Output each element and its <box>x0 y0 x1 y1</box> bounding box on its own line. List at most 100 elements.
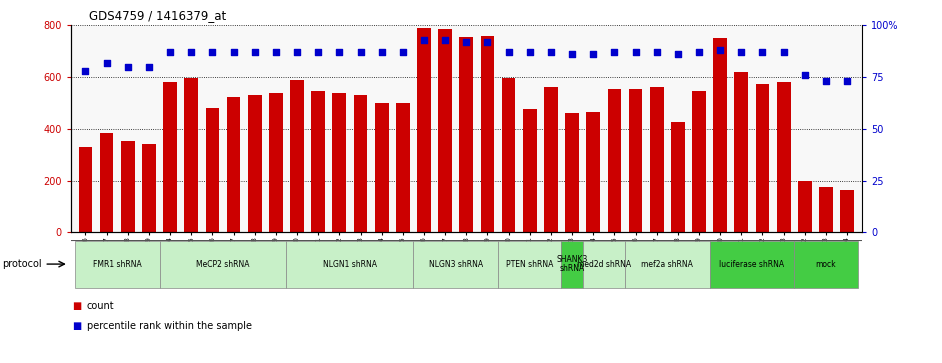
Point <box>332 49 347 55</box>
Bar <box>100 133 113 232</box>
Text: count: count <box>87 301 114 311</box>
Bar <box>353 95 367 232</box>
Point <box>353 49 368 55</box>
Bar <box>375 103 388 232</box>
Text: mef2a shRNA: mef2a shRNA <box>642 260 693 269</box>
Text: FMR1 shRNA: FMR1 shRNA <box>93 260 141 269</box>
Bar <box>248 95 262 232</box>
Point <box>311 49 326 55</box>
Bar <box>625 241 709 287</box>
Bar <box>794 241 858 287</box>
Point <box>734 49 749 55</box>
Text: PTEN shRNA: PTEN shRNA <box>506 260 554 269</box>
Bar <box>163 82 177 232</box>
Point <box>459 39 474 45</box>
Point <box>776 49 791 55</box>
Point <box>141 64 156 70</box>
Bar <box>840 189 854 232</box>
Text: MeCP2 shRNA: MeCP2 shRNA <box>196 260 250 269</box>
Bar <box>159 241 286 287</box>
Point <box>713 47 728 53</box>
Bar <box>185 78 198 232</box>
Bar <box>820 187 833 232</box>
Bar <box>205 108 219 232</box>
Bar <box>460 37 473 232</box>
Bar <box>583 241 625 287</box>
Bar <box>671 122 685 232</box>
Point <box>247 49 262 55</box>
Bar <box>142 144 155 232</box>
Text: SHANK3
shRNA: SHANK3 shRNA <box>557 255 588 273</box>
Bar <box>480 36 495 232</box>
Bar <box>713 38 727 232</box>
Point <box>564 52 579 57</box>
Point <box>607 49 622 55</box>
Point <box>671 52 686 57</box>
Bar <box>396 103 410 232</box>
Text: NLGN3 shRNA: NLGN3 shRNA <box>429 260 482 269</box>
Point <box>438 37 453 43</box>
Bar <box>414 241 498 287</box>
Point <box>544 49 559 55</box>
Point <box>396 49 411 55</box>
Text: GDS4759 / 1416379_at: GDS4759 / 1416379_at <box>89 9 227 22</box>
Bar <box>650 87 663 232</box>
Point <box>586 52 601 57</box>
Point <box>121 64 136 70</box>
Bar <box>227 97 240 232</box>
Bar <box>333 93 347 232</box>
Bar <box>586 112 600 232</box>
Point <box>78 68 93 74</box>
Point <box>416 37 431 43</box>
Point <box>649 49 664 55</box>
Point <box>289 49 304 55</box>
Point <box>204 49 219 55</box>
Point <box>184 49 199 55</box>
Bar <box>311 91 325 232</box>
Point <box>501 49 516 55</box>
Bar <box>777 82 790 232</box>
Bar <box>286 241 414 287</box>
Bar <box>502 78 515 232</box>
Bar <box>417 28 430 232</box>
Text: med2d shRNA: med2d shRNA <box>577 260 631 269</box>
Text: ■: ■ <box>73 321 82 331</box>
Bar <box>608 89 622 232</box>
Point <box>479 39 495 45</box>
Bar <box>735 72 748 232</box>
Bar <box>121 140 135 232</box>
Point <box>628 49 643 55</box>
Bar <box>78 147 92 232</box>
Bar <box>269 93 283 232</box>
Point <box>99 60 114 66</box>
Text: luciferase shRNA: luciferase shRNA <box>720 260 785 269</box>
Point <box>374 49 389 55</box>
Bar <box>290 80 304 232</box>
Text: ■: ■ <box>73 301 82 311</box>
Bar <box>709 241 794 287</box>
Point <box>522 49 537 55</box>
Bar <box>798 180 812 232</box>
Bar <box>755 83 770 232</box>
Point <box>691 49 706 55</box>
Point <box>163 49 178 55</box>
Bar <box>74 241 159 287</box>
Bar <box>438 29 452 232</box>
Bar <box>561 241 583 287</box>
Bar <box>544 87 558 232</box>
Bar <box>628 89 642 232</box>
Text: mock: mock <box>816 260 836 269</box>
Point <box>797 72 812 78</box>
Point <box>839 78 854 84</box>
Point <box>268 49 284 55</box>
Point <box>755 49 770 55</box>
Text: NLGN1 shRNA: NLGN1 shRNA <box>323 260 377 269</box>
Bar <box>498 241 561 287</box>
Text: percentile rank within the sample: percentile rank within the sample <box>87 321 252 331</box>
Point <box>226 49 241 55</box>
Bar <box>523 110 537 232</box>
Point <box>819 78 834 84</box>
Text: protocol: protocol <box>2 259 41 269</box>
Bar <box>565 113 579 232</box>
Bar <box>692 91 706 232</box>
